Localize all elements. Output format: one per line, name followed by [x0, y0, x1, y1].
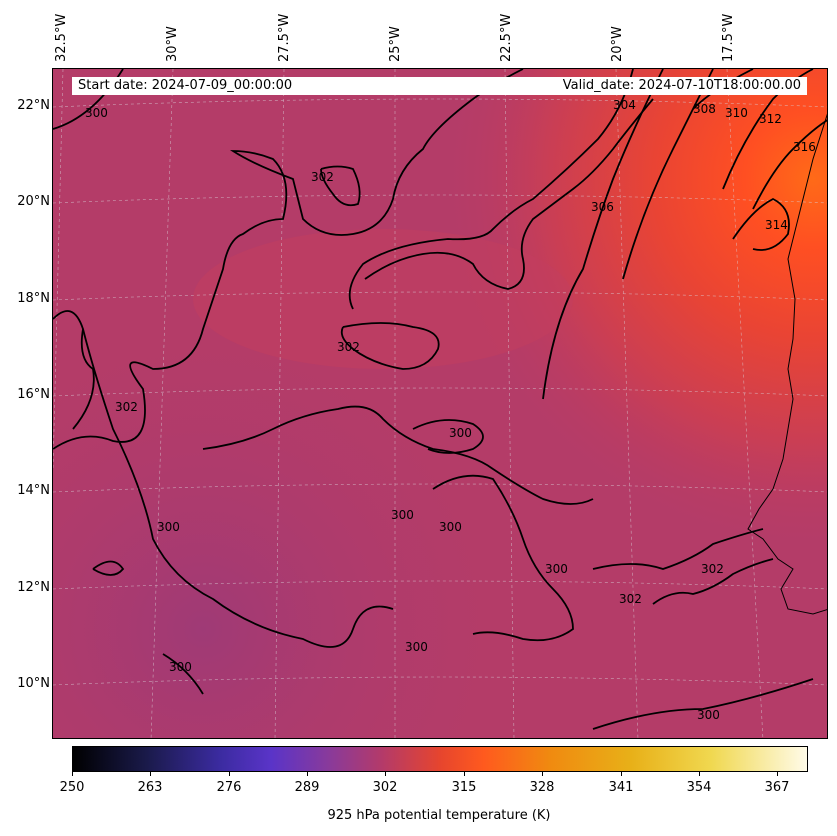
colorbar-tick-label: 354 — [686, 780, 712, 795]
contour-302-se2 — [652, 558, 774, 605]
contour-label: 302 — [701, 562, 724, 576]
contour-label: 300 — [169, 660, 192, 674]
contour-label: 300 — [405, 640, 428, 654]
contour-302-ring — [340, 322, 440, 370]
contour-label: 312 — [759, 112, 782, 126]
colorbar-tick — [542, 772, 543, 776]
colorbar-tick-label: 263 — [137, 780, 163, 795]
lat-label-10n: 10°N — [17, 676, 50, 691]
colorbar-tick-label: 341 — [608, 780, 634, 795]
lat-label-14n: 14°N — [17, 483, 50, 498]
lat-label-18n: 18°N — [17, 291, 50, 306]
colorbar-tick — [229, 772, 230, 776]
colorbar-tick-label: 328 — [529, 780, 555, 795]
contour-302-island — [320, 165, 361, 207]
contour-300-sw — [162, 653, 204, 695]
contour-label: 300 — [697, 708, 720, 722]
contour-314 — [732, 197, 790, 251]
colorbar-tick-label: 289 — [294, 780, 320, 795]
colorbar-tick — [777, 772, 778, 776]
colorbar-tick — [72, 772, 73, 776]
contour-label: 310 — [725, 106, 748, 120]
lon-label-25w: 25°W — [388, 26, 403, 62]
lat-label-16n: 16°N — [17, 387, 50, 402]
map-canvas: 300 302 302 302 300 300 300 300 300 300 … — [53, 69, 827, 738]
contour-308 — [622, 69, 714, 280]
lon-label-32-5w: 32.5°W — [54, 13, 69, 62]
contour-label: 300 — [157, 520, 180, 534]
contour-labels: 300 302 302 302 300 300 300 300 300 300 … — [85, 98, 816, 722]
contour-302-west-loop — [53, 310, 95, 430]
map-panel: 300 302 302 302 300 300 300 300 300 300 … — [52, 68, 828, 739]
contour-300-tiny — [92, 560, 125, 576]
contour-label: 306 — [591, 200, 614, 214]
contour-302-west — [53, 69, 524, 450]
contour-label: 302 — [115, 400, 138, 414]
lon-label-17-5w: 17.5°W — [721, 13, 736, 62]
colorbar-tick-label: 276 — [216, 780, 242, 795]
lat-label-20n: 20°N — [17, 194, 50, 209]
contour-300-mid — [202, 405, 594, 505]
contour-300-west — [82, 328, 394, 648]
colorbar-tick — [699, 772, 700, 776]
contour-label: 304 — [613, 98, 636, 112]
lon-label-30w: 30°W — [165, 26, 180, 62]
contour-304 — [348, 69, 634, 310]
contour-label: 300 — [545, 562, 568, 576]
colorbar-tick — [464, 772, 465, 776]
lon-label-27-5w: 27.5°W — [277, 13, 292, 62]
contour-300-bottom — [592, 678, 814, 730]
colorbar — [72, 746, 808, 772]
colorbar-tick — [621, 772, 622, 776]
contour-300-south — [432, 474, 574, 642]
contours — [53, 69, 827, 730]
field-warm-patch — [193, 229, 573, 369]
colorbar-tick-label: 302 — [372, 780, 398, 795]
contour-316 — [752, 119, 827, 210]
colorbar-tick — [385, 772, 386, 776]
colorbar-title: 925 hPa potential temperature (K) — [327, 808, 551, 823]
contour-label: 302 — [311, 170, 334, 184]
contour-label: 300 — [439, 520, 462, 534]
contour-label: 302 — [619, 592, 642, 606]
contour-label: 300 — [449, 426, 472, 440]
lat-label-22n: 22°N — [17, 98, 50, 113]
colorbar-tick-label: 315 — [451, 780, 477, 795]
coastline — [747, 113, 827, 615]
valid-date-label: Valid_date: 2024-07-10T18:00:00.00 — [332, 77, 807, 95]
colorbar-tick-label: 367 — [764, 780, 790, 795]
contour-label: 300 — [391, 508, 414, 522]
contour-label: 314 — [765, 218, 788, 232]
contour-label: 300 — [85, 106, 108, 120]
contour-300-small-ring — [412, 419, 484, 454]
contour-302-central — [364, 98, 654, 290]
lon-label-20w: 20°W — [610, 26, 625, 62]
lon-label-22-5w: 22.5°W — [499, 13, 514, 62]
start-date-label: Start date: 2024-07-09_00:00:00 — [72, 77, 338, 95]
contour-302-se — [592, 528, 764, 570]
colorbar-tick — [150, 772, 151, 776]
contour-label: 302 — [337, 340, 360, 354]
contour-306 — [542, 69, 664, 400]
contour-label: 316 — [793, 140, 816, 154]
colorbar-tick-label: 250 — [59, 780, 85, 795]
gridlines — [53, 69, 827, 738]
contour-label: 308 — [693, 102, 716, 116]
field-warm-core — [53, 69, 827, 738]
lat-label-12n: 12°N — [17, 580, 50, 595]
colorbar-tick — [307, 772, 308, 776]
